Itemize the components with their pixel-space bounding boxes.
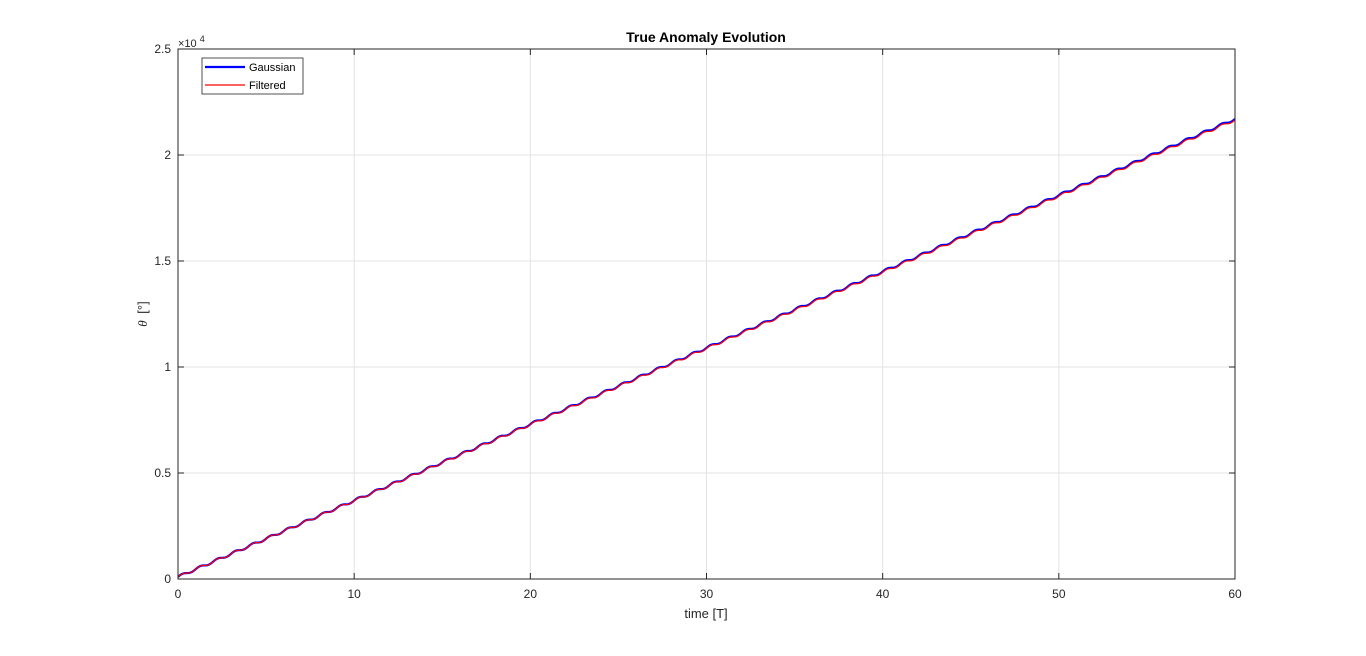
y-tick-label: 2 bbox=[164, 148, 171, 162]
y-tick-label: 1.5 bbox=[154, 254, 171, 268]
y-exponent-base: ×10 bbox=[178, 38, 197, 50]
series-layer bbox=[177, 118, 1236, 578]
y-tick-label: 2.5 bbox=[154, 42, 171, 56]
ticks: 0 10 20 30 40 50 60 0 0.5 1 1.5 2 2.5 bbox=[154, 42, 1242, 601]
y-axis-unit: [°] bbox=[135, 301, 150, 313]
x-tick-label: 10 bbox=[347, 587, 361, 601]
x-tick-label: 60 bbox=[1228, 587, 1242, 601]
y-tick-label: 1 bbox=[164, 360, 171, 374]
legend-filtered-label: Filtered bbox=[249, 80, 286, 92]
grid bbox=[178, 49, 1235, 579]
x-tick-label: 0 bbox=[175, 587, 182, 601]
y-axis-symbol: θ bbox=[135, 320, 150, 327]
x-tick-label: 20 bbox=[524, 587, 538, 601]
series-line-filtered bbox=[177, 119, 1236, 578]
x-tick-label: 30 bbox=[700, 587, 714, 601]
y-tick-label: 0 bbox=[164, 572, 171, 586]
legend: Gaussian Filtered bbox=[201, 57, 304, 95]
y-axis-label: θ [°] bbox=[135, 301, 150, 326]
y-tick-label: 0.5 bbox=[154, 466, 171, 480]
y-exponent-label: ×10 4 bbox=[178, 34, 205, 50]
legend-box bbox=[201, 57, 304, 95]
x-tick-label: 50 bbox=[1052, 587, 1066, 601]
x-tick-label: 40 bbox=[876, 587, 890, 601]
x-axis-label: time [T] bbox=[684, 606, 727, 621]
chart-title: True Anomaly Evolution bbox=[626, 29, 786, 45]
legend-gaussian-label: Gaussian bbox=[249, 62, 295, 74]
y-exponent-power: 4 bbox=[200, 34, 205, 44]
